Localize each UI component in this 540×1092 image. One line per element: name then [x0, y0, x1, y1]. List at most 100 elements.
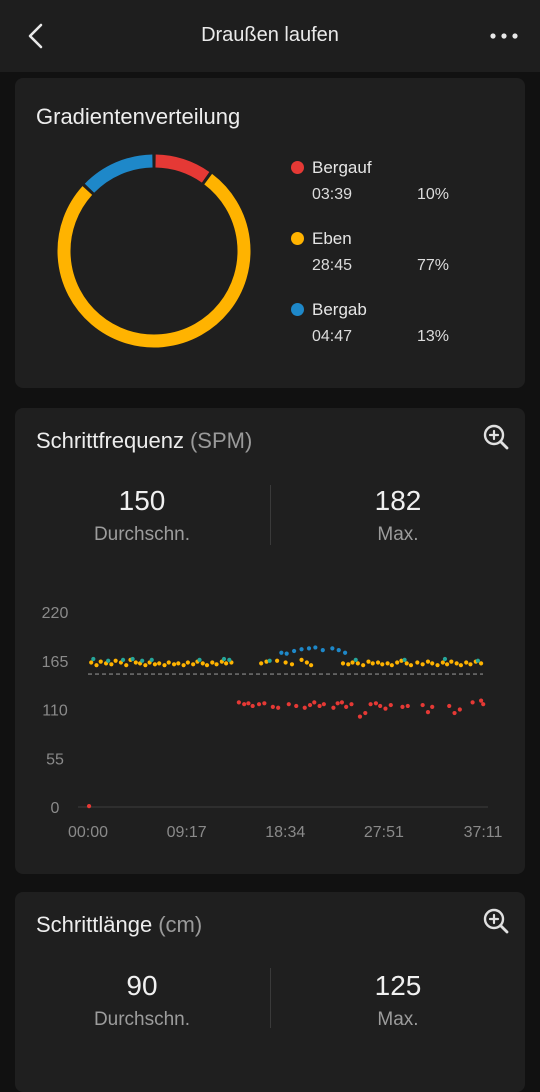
cadence-scatter-chart: 220 165 110 55 0 00:00 09:17 18:34 27:51 37:11 [42, 605, 503, 841]
cadence-data-point [400, 704, 405, 709]
cadence-data-point [162, 663, 167, 668]
cadence-data-point [259, 661, 264, 666]
top-bar: Draußen laufen [0, 0, 540, 72]
cadence-data-point [221, 656, 227, 662]
cadence-data-point [289, 662, 295, 667]
cadence-data-point [425, 659, 431, 664]
cadence-data-point [346, 662, 351, 667]
cadence-data-point [270, 704, 275, 709]
cadence-data-point [353, 657, 358, 662]
cadence-data-point [402, 657, 407, 662]
page-title: Draußen laufen [201, 24, 339, 46]
gradient-title: Gradientenverteilung [36, 104, 241, 129]
y-tick-label: 55 [46, 751, 64, 768]
cadence-max-label: Max. [377, 524, 419, 545]
cadence-data-point [94, 663, 99, 668]
cadence-data-point [425, 710, 431, 715]
cadence-data-point [478, 661, 484, 666]
cadence-data-point [444, 662, 450, 667]
cadence-title-text: Schrittfrequenz [36, 428, 184, 453]
cadence-data-point [368, 702, 373, 707]
cadence-average-label: Durchschn. [93, 524, 191, 545]
cadence-data-point [454, 661, 459, 666]
cadence-data-point [264, 659, 269, 664]
cadence-data-point [373, 701, 379, 706]
cadence-data-point [304, 660, 309, 665]
cadence-data-point [312, 700, 317, 705]
cadence-data-point [475, 658, 481, 663]
cadence-data-point [246, 701, 251, 706]
cadence-data-point [113, 658, 118, 663]
cadence-data-point [399, 658, 404, 663]
legend-name-uphill: Bergauf [312, 158, 372, 177]
y-tick-label: 220 [42, 605, 69, 622]
cadence-data-point [320, 648, 325, 653]
stride-title: Schrittlänge (cm) [36, 912, 202, 938]
donut-segment-uphill [155, 154, 210, 183]
zoom-in-icon[interactable] [481, 906, 511, 936]
cadence-data-point [470, 700, 475, 705]
cadence-data-point [152, 662, 158, 667]
cadence-data-point [256, 702, 262, 707]
cadence-data-point [355, 661, 360, 666]
legend-dot-downhill [291, 303, 304, 316]
cadence-data-point [366, 659, 371, 664]
x-tick-label: 18:34 [265, 824, 305, 841]
gradient-donut-chart [57, 154, 251, 348]
cadence-data-point [468, 662, 473, 667]
cadence-stats-divider [270, 485, 271, 545]
cadence-data-point [236, 700, 241, 705]
cadence-data-point [339, 700, 345, 705]
cadence-data-point [375, 660, 381, 665]
legend-dot-flat [291, 232, 304, 245]
cadence-data-point [157, 661, 162, 666]
back-button[interactable] [18, 18, 54, 54]
cadence-data-point [224, 661, 229, 666]
cadence-data-point [458, 663, 464, 668]
cadence-data-point [361, 663, 366, 668]
cadence-data-point [286, 702, 291, 707]
cadence-data-point [109, 662, 114, 667]
cadence-data-point [143, 663, 148, 668]
cadence-data-point [191, 662, 196, 667]
stride-average-value: 90 [126, 970, 158, 1001]
cadence-data-point [200, 661, 205, 666]
cadence-data-point [395, 660, 400, 665]
cadence-data-point [452, 710, 457, 716]
legend-time-downhill: 04:47 [312, 328, 353, 345]
more-options-button[interactable] [486, 20, 522, 52]
cadence-data-point [442, 656, 448, 662]
cadence-data-point [279, 650, 284, 655]
cadence-data-point [321, 702, 326, 707]
zoom-in-icon[interactable] [481, 422, 511, 452]
cadence-data-point [267, 658, 272, 663]
cadence-data-point [330, 646, 335, 651]
y-tick-label: 110 [42, 703, 68, 720]
cadence-data-point [405, 703, 410, 709]
cadence-data-point [149, 657, 154, 662]
cadence-data-point [435, 663, 440, 668]
stride-stats-divider [270, 968, 271, 1028]
cadence-data-point [344, 704, 349, 709]
cadence-data-point [299, 657, 304, 662]
cadence-data-point [185, 660, 190, 665]
cadence-data-point [380, 662, 385, 667]
cadence-data-point [299, 647, 304, 652]
cadence-data-point [363, 710, 368, 716]
cadence-data-point [457, 707, 462, 712]
cadence-data-point [242, 702, 247, 707]
cadence-data-point [262, 701, 267, 706]
cadence-max-value: 182 [374, 485, 422, 516]
cadence-title: Schrittfrequenz (SPM) [36, 428, 252, 454]
chevron-left-icon [28, 23, 43, 49]
cadence-data-point [481, 702, 486, 707]
cadence-data-point [171, 662, 177, 667]
legend-time-flat: 28:45 [312, 257, 353, 274]
cadence-data-point [140, 658, 145, 663]
stride-max-label: Max. [377, 1009, 419, 1030]
stride-card: Schrittlänge (cm) 90 Durchschn. 125 Max. [15, 892, 525, 1092]
gradient-card: Gradientenverteilung Bergauf 03:39 10% E… [15, 78, 525, 388]
y-tick-label: 165 [42, 654, 69, 671]
cadence-data-point [292, 648, 297, 654]
cadence-data-point [420, 662, 425, 667]
